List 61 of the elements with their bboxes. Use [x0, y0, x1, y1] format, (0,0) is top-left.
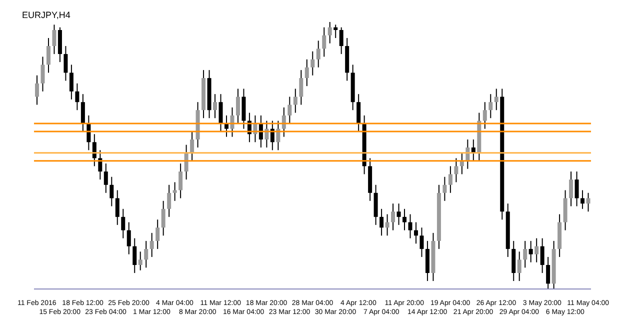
candlestick: [126, 222, 131, 255]
candlestick: [178, 163, 183, 199]
candlestick: [396, 203, 401, 226]
candlestick: [356, 94, 361, 132]
candlestick: [46, 38, 50, 74]
candlestick: [546, 256, 550, 289]
candlestick: [80, 94, 85, 132]
candlestick: [115, 190, 120, 226]
candlestick: [580, 190, 585, 210]
candlestick: [402, 208, 407, 231]
candlestick: [391, 203, 396, 231]
candlestick: [293, 88, 298, 114]
candlestick: [420, 227, 424, 258]
candlestick: [523, 240, 528, 268]
candlestick: [586, 192, 590, 212]
candlestick: [282, 106, 286, 138]
candlestick: [569, 171, 574, 207]
candlestick: [574, 171, 579, 207]
candlestick: [299, 70, 304, 106]
candlestick: [380, 208, 384, 236]
candlestick: [121, 208, 126, 239]
candlestick: [132, 238, 137, 274]
candlestick: [218, 94, 223, 132]
candlestick: [316, 40, 320, 68]
candlestick: [339, 26, 344, 55]
candlestick: [40, 56, 45, 92]
candlestick: [150, 232, 154, 258]
candlestick: [288, 96, 292, 124]
candlestick: [414, 222, 418, 244]
candlestick: [156, 219, 160, 250]
candlestick: [172, 182, 177, 202]
candlestick: [69, 64, 74, 100]
candlestick: [488, 94, 493, 119]
candlestick: [224, 114, 228, 138]
candlestick: [540, 238, 544, 274]
candlestick: [517, 251, 522, 282]
candlestick: [138, 251, 142, 271]
candlestick: [75, 82, 80, 111]
candlestick: [98, 150, 102, 180]
candlestick: [144, 240, 148, 268]
candlestick: [442, 176, 447, 202]
candlestick: [167, 184, 172, 218]
candlestick: [322, 26, 326, 58]
candlestick: [310, 50, 315, 76]
candlestick: [35, 74, 39, 106]
candlestick: [104, 163, 108, 194]
candlestick: [454, 158, 458, 183]
candlestick: [528, 240, 533, 263]
chart-title: EURJPY,H4: [22, 10, 70, 20]
candlestick: [64, 46, 68, 82]
candlestick: [334, 24, 338, 39]
candlestick: [190, 130, 194, 162]
candlestick: [408, 214, 412, 239]
candlestick: [92, 134, 96, 167]
candlestick: [385, 214, 390, 236]
candlestick: [482, 102, 487, 130]
candlestick: [161, 200, 166, 236]
candlestick: [448, 166, 452, 194]
candlestick: [110, 176, 114, 207]
candlestick: [304, 58, 309, 87]
candlestick: [52, 24, 56, 55]
